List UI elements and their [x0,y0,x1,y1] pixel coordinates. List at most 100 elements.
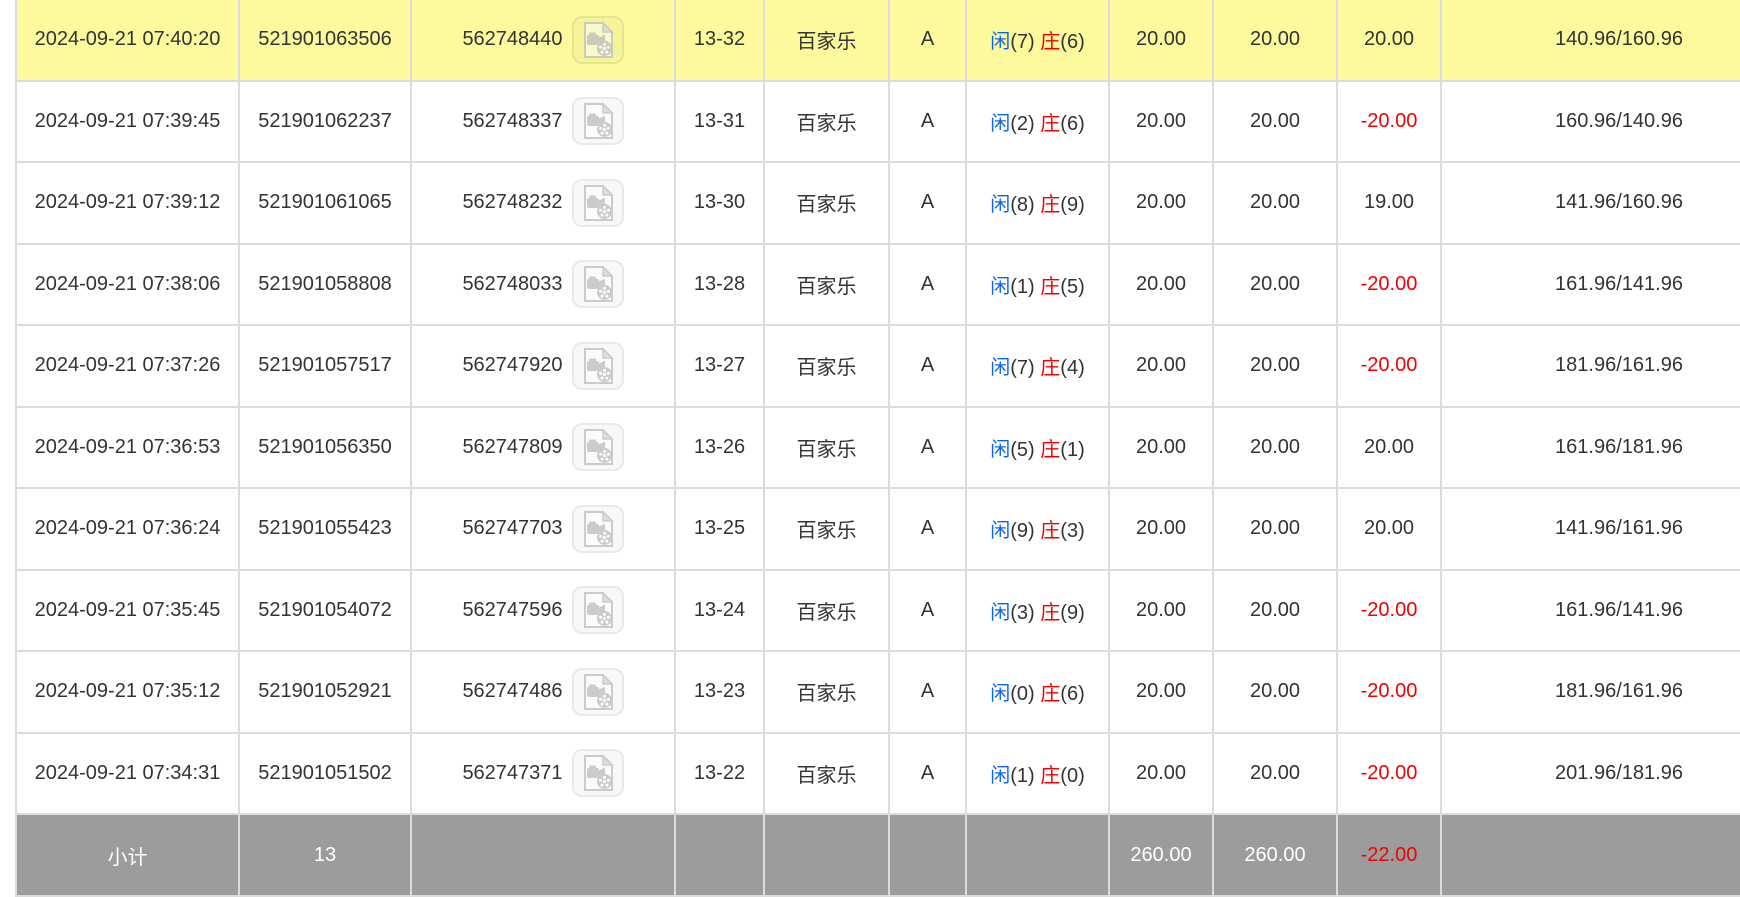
player-result-label: 闲 [990,764,1011,787]
cell-table-code: A [888,0,967,82]
player-result-label: 闲 [990,357,1011,380]
cell-bet-id: 521901063506 [238,0,412,82]
cell-bet-amount: 20.00 [1108,487,1214,571]
cell-round-number: 13-22 [674,731,765,815]
banker-result-score: (6) [1060,112,1085,135]
banker-result-label: 庄 [1040,357,1061,380]
cell-bet-time: 2024-09-21 07:36:24 [15,487,240,571]
cell-game-type: 百家乐 [763,0,890,82]
cell-game-id: 562747809 [410,405,676,489]
cell-win-loss: -20.00 [1336,79,1442,163]
video-replay-button[interactable] [571,504,624,553]
video-replay-button[interactable] [571,260,624,309]
player-result-label: 闲 [990,520,1011,543]
cell-bet-amount: 20.00 [1108,405,1214,489]
cell-game-id: 562748440 [410,0,676,82]
cell-game-id: 562747703 [410,487,676,571]
cell-balance: 161.96/141.96 [1440,242,1740,326]
cell-win-loss: 20.00 [1336,0,1442,82]
cell-balance: 140.96/160.96 [1440,0,1740,82]
cell-valid-amount: 20.00 [1212,731,1338,815]
cell-bet-id: 521901056350 [238,405,412,489]
cell-bet-id: 521901052921 [238,650,412,734]
cell-table-code: A [888,79,967,163]
video-replay-button[interactable] [571,178,624,227]
cell-bet-id: 521901054072 [238,568,412,652]
cell-table-code: A [888,650,967,734]
subtotal-empty-cell [1440,813,1740,897]
subtotal-empty-cell [410,813,676,897]
video-file-icon [583,754,614,792]
cell-game-type: 百家乐 [763,405,890,489]
banker-result-label: 庄 [1040,764,1061,787]
player-result-score: (9) [1010,520,1035,543]
subtotal-empty-cell [965,813,1110,897]
cell-table-code: A [888,242,967,326]
table-row: 2024-09-21 07:40:20 521901063506 5627484… [15,0,1740,82]
video-file-icon [583,102,614,140]
bet-records-table-wrap: 2024-09-21 07:40:20 521901063506 5627484… [15,0,1740,897]
cell-table-code: A [888,405,967,489]
player-result-label: 闲 [990,194,1011,217]
cell-win-loss: 19.00 [1336,161,1442,245]
cell-round-number: 13-31 [674,79,765,163]
table-row: 2024-09-21 07:36:53 521901056350 5627478… [15,405,1740,489]
video-file-icon [583,20,614,58]
cell-bet-id: 521901057517 [238,324,412,408]
cell-valid-amount: 20.00 [1212,242,1338,326]
banker-result-score: (9) [1060,194,1085,217]
banker-result-score: (1) [1060,438,1085,461]
banker-result-label: 庄 [1040,112,1061,135]
video-file-icon [583,265,614,303]
cell-game-type: 百家乐 [763,161,890,245]
banker-result-label: 庄 [1040,601,1061,624]
cell-bet-id: 521901051502 [238,731,412,815]
player-result-label: 闲 [990,112,1011,135]
banker-result-label: 庄 [1040,520,1061,543]
player-result-label: 闲 [990,275,1011,298]
video-replay-button[interactable] [571,97,624,146]
video-replay-button[interactable] [571,15,624,64]
player-result-label: 闲 [990,31,1011,54]
cell-game-result: 闲(8) 庄(9) [965,161,1110,245]
cell-balance: 181.96/161.96 [1440,324,1740,408]
cell-win-loss: 20.00 [1336,405,1442,489]
cell-game-id: 562747371 [410,731,676,815]
video-replay-button[interactable] [571,586,624,635]
banker-result-label: 庄 [1040,275,1061,298]
video-replay-button[interactable] [571,749,624,798]
video-replay-button[interactable] [571,667,624,716]
subtotal-label: 小计 [15,813,240,897]
cell-bet-time: 2024-09-21 07:40:20 [15,0,240,82]
banker-result-label: 庄 [1040,194,1061,217]
video-replay-button[interactable] [571,341,624,390]
player-result-label: 闲 [990,438,1011,461]
cell-balance: 181.96/161.96 [1440,650,1740,734]
banker-result-score: (3) [1060,520,1085,543]
cell-win-loss: -20.00 [1336,650,1442,734]
table-row: 2024-09-21 07:37:26 521901057517 5627479… [15,324,1740,408]
cell-table-code: A [888,161,967,245]
cell-balance: 201.96/181.96 [1440,731,1740,815]
cell-bet-time: 2024-09-21 07:36:53 [15,405,240,489]
cell-game-result: 闲(3) 庄(9) [965,568,1110,652]
cell-game-type: 百家乐 [763,79,890,163]
video-file-icon [583,591,614,629]
cell-bet-id: 521901062237 [238,79,412,163]
cell-round-number: 13-25 [674,487,765,571]
player-result-score: (5) [1010,438,1035,461]
video-replay-button[interactable] [571,423,624,472]
cell-balance: 160.96/140.96 [1440,79,1740,163]
cell-table-code: A [888,487,967,571]
cell-game-result: 闲(7) 庄(4) [965,324,1110,408]
cell-bet-id: 521901061065 [238,161,412,245]
cell-game-type: 百家乐 [763,242,890,326]
cell-round-number: 13-23 [674,650,765,734]
cell-win-loss: -20.00 [1336,242,1442,326]
cell-win-loss: -20.00 [1336,324,1442,408]
cell-table-code: A [888,324,967,408]
cell-game-type: 百家乐 [763,650,890,734]
banker-result-score: (0) [1060,764,1085,787]
cell-valid-amount: 20.00 [1212,324,1338,408]
banker-result-label: 庄 [1040,31,1061,54]
